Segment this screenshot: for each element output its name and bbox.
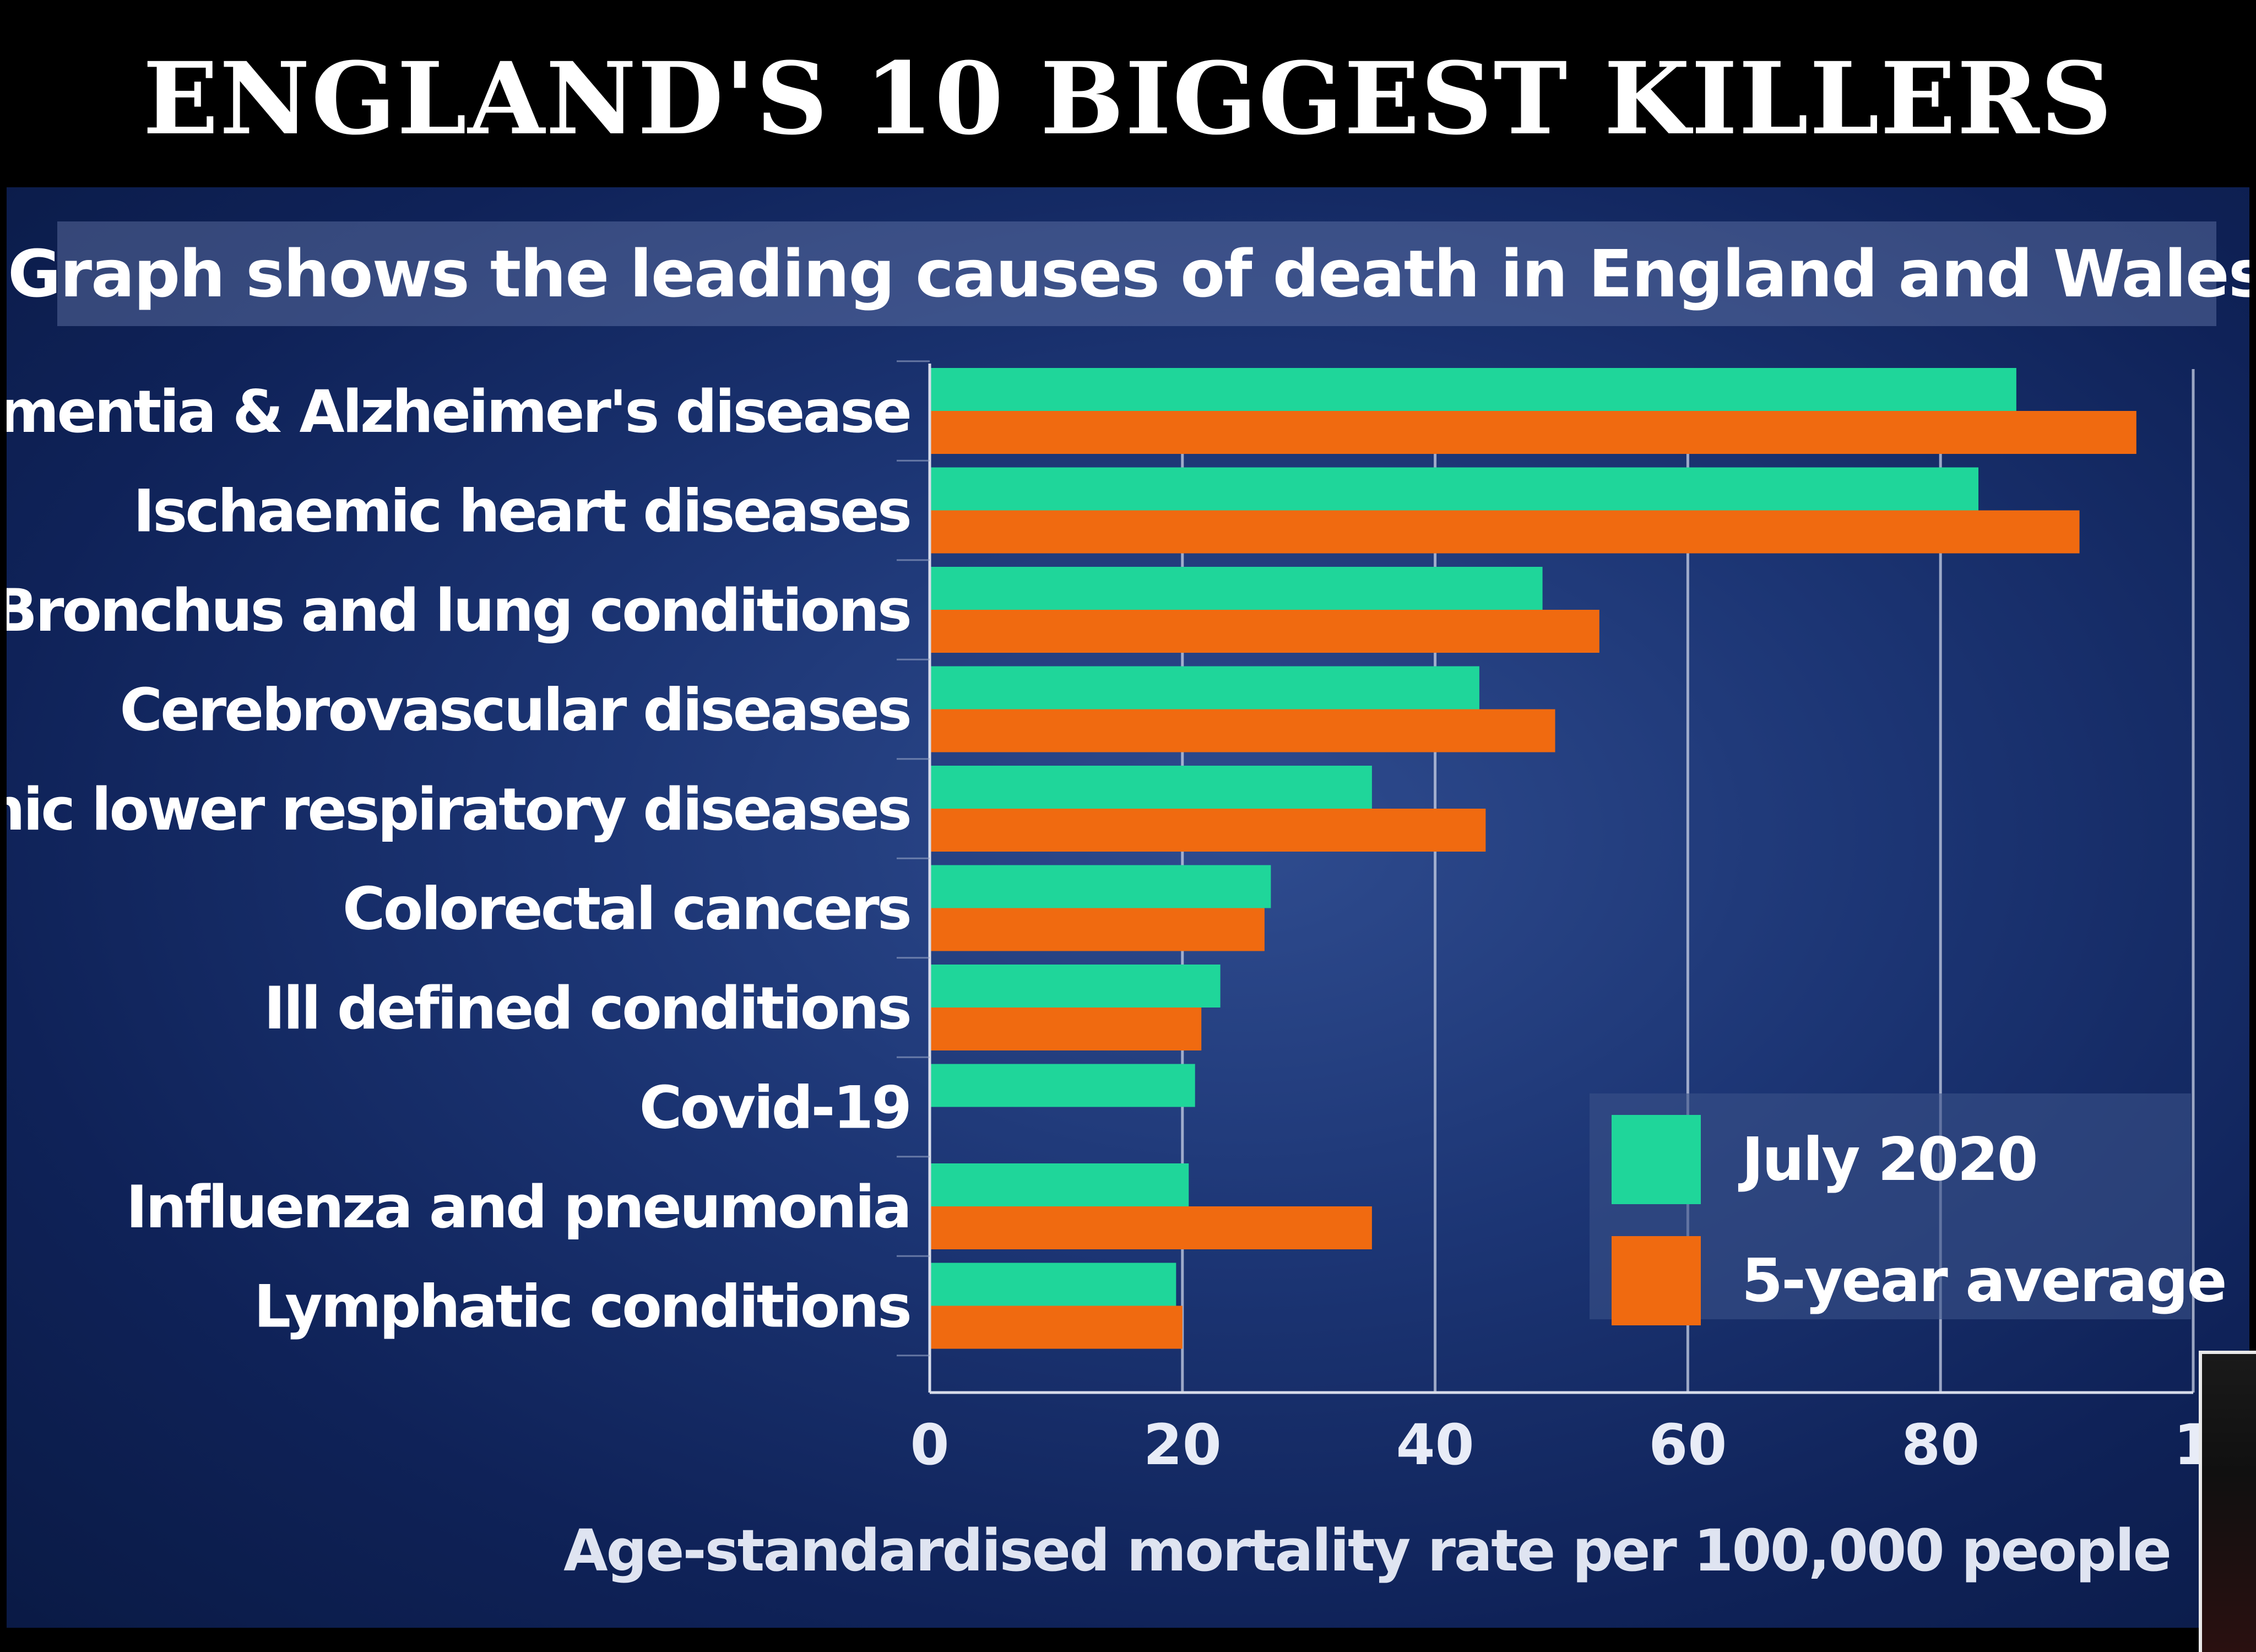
bar-july-2020 xyxy=(930,1064,1195,1107)
bar-5-year-average xyxy=(930,809,1486,852)
legend-swatch-july-2020 xyxy=(1612,1115,1701,1204)
bar-5-year-average xyxy=(930,709,1555,752)
bar-july-2020 xyxy=(930,865,1271,908)
bar-july-2020 xyxy=(930,567,1543,610)
chart-subtitle: Graph shows the leading causes of death … xyxy=(8,236,2249,312)
category-label: Cerebrovascular diseases xyxy=(120,676,910,744)
category-label: Bronchus and lung conditions xyxy=(7,577,910,644)
x-tick-label: 80 xyxy=(1901,1412,1980,1478)
bar-5-year-average xyxy=(930,908,1265,951)
bar-5-year-average xyxy=(930,411,2136,454)
bar-july-2020 xyxy=(930,666,1479,709)
x-tick-label: 0 xyxy=(910,1412,950,1478)
video-overlay-thumbnail xyxy=(2199,1351,2256,1652)
bar-5-year-average xyxy=(930,510,2080,554)
category-label: Chronic lower respiratory diseases xyxy=(7,776,910,843)
category-label: Influenza and pneumonia xyxy=(126,1173,910,1241)
category-label: Lymphatic conditions xyxy=(254,1273,910,1341)
category-label: Colorectal cancers xyxy=(343,875,910,943)
category-label: Ill defined conditions xyxy=(264,974,910,1042)
bar-july-2020 xyxy=(930,1263,1176,1306)
category-label: Dementia & Alzheimer's disease xyxy=(7,378,910,446)
bar-july-2020 xyxy=(930,1163,1189,1206)
bar-july-2020 xyxy=(930,965,1221,1008)
category-label: Ischaemic heart diseases xyxy=(133,478,910,545)
bar-5-year-average xyxy=(930,1206,1372,1249)
bar-july-2020 xyxy=(930,368,2016,411)
title-bar: ENGLAND'S 10 BIGGEST KILLERS xyxy=(0,0,2256,187)
x-tick-label: 60 xyxy=(1648,1412,1727,1478)
bar-5-year-average xyxy=(930,1008,1202,1050)
chart-title: ENGLAND'S 10 BIGGEST KILLERS xyxy=(143,41,2113,157)
x-axis-title: Age-standardised mortality rate per 100,… xyxy=(563,1517,2170,1584)
bar-july-2020 xyxy=(930,467,1979,511)
x-tick-label: 20 xyxy=(1143,1412,1222,1478)
bar-july-2020 xyxy=(930,766,1372,809)
legend-label-5-year-average: 5-year average xyxy=(1742,1247,2226,1315)
legend-label-july-2020: July 2020 xyxy=(1738,1125,2037,1194)
bar-chart: Dementia & Alzheimer's disease Ischaemic … xyxy=(7,360,2227,1584)
subtitle-band: Graph shows the leading causes of death … xyxy=(8,221,2249,326)
category-label: Covid-19 xyxy=(639,1074,910,1142)
legend-swatch-5-year-average xyxy=(1612,1236,1701,1325)
bar-5-year-average xyxy=(930,1306,1183,1349)
chart-panel: Graph shows the leading causes of death … xyxy=(7,187,2249,1628)
x-tick-label: 40 xyxy=(1396,1412,1474,1478)
bar-5-year-average xyxy=(930,610,1599,653)
